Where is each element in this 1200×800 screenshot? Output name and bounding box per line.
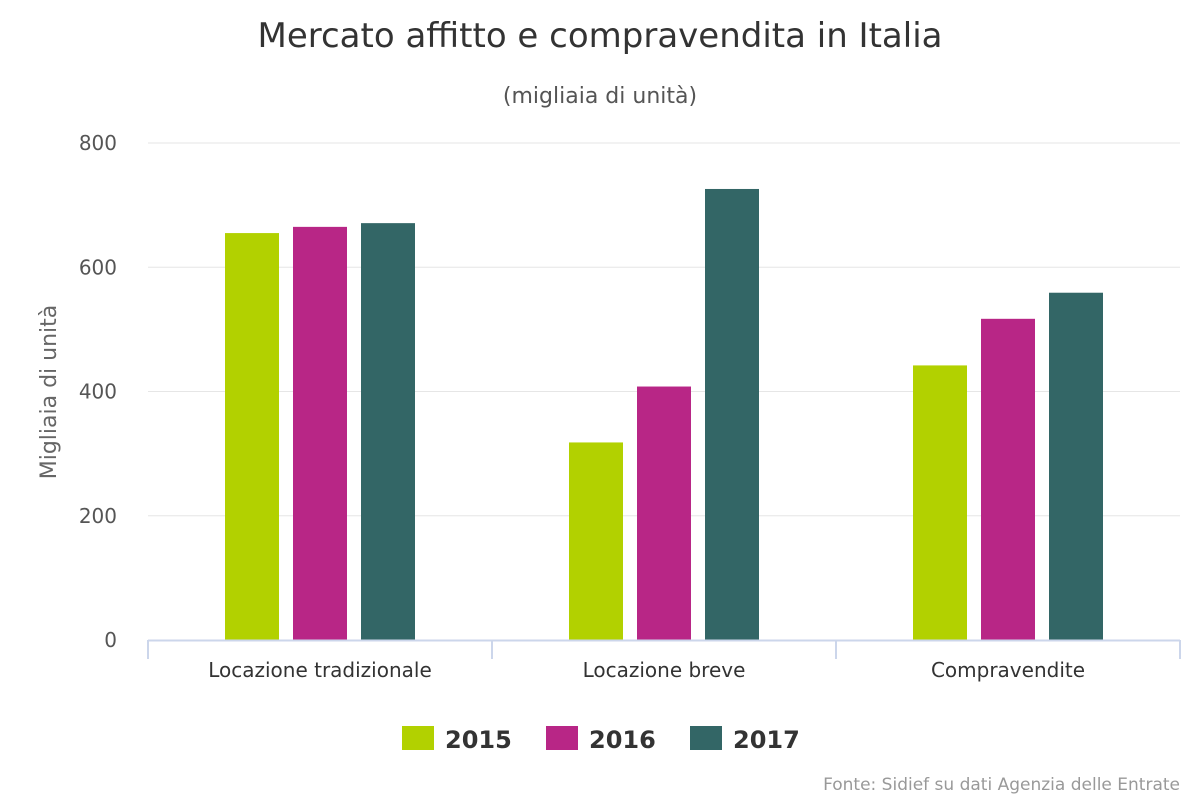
legend-label-2016[interactable]: 2016 bbox=[589, 726, 656, 754]
bar-2015-2[interactable] bbox=[569, 442, 623, 640]
bar-2016-2[interactable] bbox=[637, 386, 691, 640]
x-tick-label: Locazione breve bbox=[583, 658, 746, 682]
bar-2016-1[interactable] bbox=[293, 226, 347, 640]
y-axis-label: Migliaia di unità bbox=[37, 305, 62, 480]
legend-swatch-2017[interactable] bbox=[690, 726, 722, 750]
y-tick-label: 200 bbox=[79, 504, 117, 528]
y-tick-label: 400 bbox=[79, 380, 117, 404]
y-tick-label: 600 bbox=[79, 255, 117, 279]
bar-2016-3[interactable] bbox=[981, 318, 1035, 640]
bar-2017-2[interactable] bbox=[705, 188, 759, 640]
chart-credit: Fonte: Sidief su dati Agenzia delle Entr… bbox=[823, 775, 1180, 795]
legend-swatch-2016[interactable] bbox=[546, 726, 578, 750]
x-tick-label: Locazione tradizionale bbox=[208, 658, 432, 682]
y-axis-ticks: 0 200 400 600 800 bbox=[79, 131, 117, 652]
bar-2015-3[interactable] bbox=[913, 365, 967, 640]
chart-title: Mercato affitto e compravendita in Itali… bbox=[258, 16, 943, 56]
legend-label-2017[interactable]: 2017 bbox=[733, 726, 800, 754]
chart-subtitle: (migliaia di unità) bbox=[503, 84, 697, 109]
legend-swatch-2015[interactable] bbox=[402, 726, 434, 750]
bar-2015-1[interactable] bbox=[225, 233, 279, 641]
legend: 2015 2016 2017 bbox=[402, 726, 800, 754]
bar-2017-3[interactable] bbox=[1049, 292, 1103, 640]
y-tick-label: 0 bbox=[104, 628, 117, 652]
legend-label-2015[interactable]: 2015 bbox=[445, 726, 512, 754]
x-axis: Locazione tradizionale Locazione breve Com… bbox=[147, 639, 1181, 682]
x-tick-label: Compravendite bbox=[931, 658, 1085, 682]
bar-2017-1[interactable] bbox=[361, 223, 415, 641]
bars bbox=[225, 188, 1103, 641]
y-tick-label: 800 bbox=[79, 131, 117, 155]
